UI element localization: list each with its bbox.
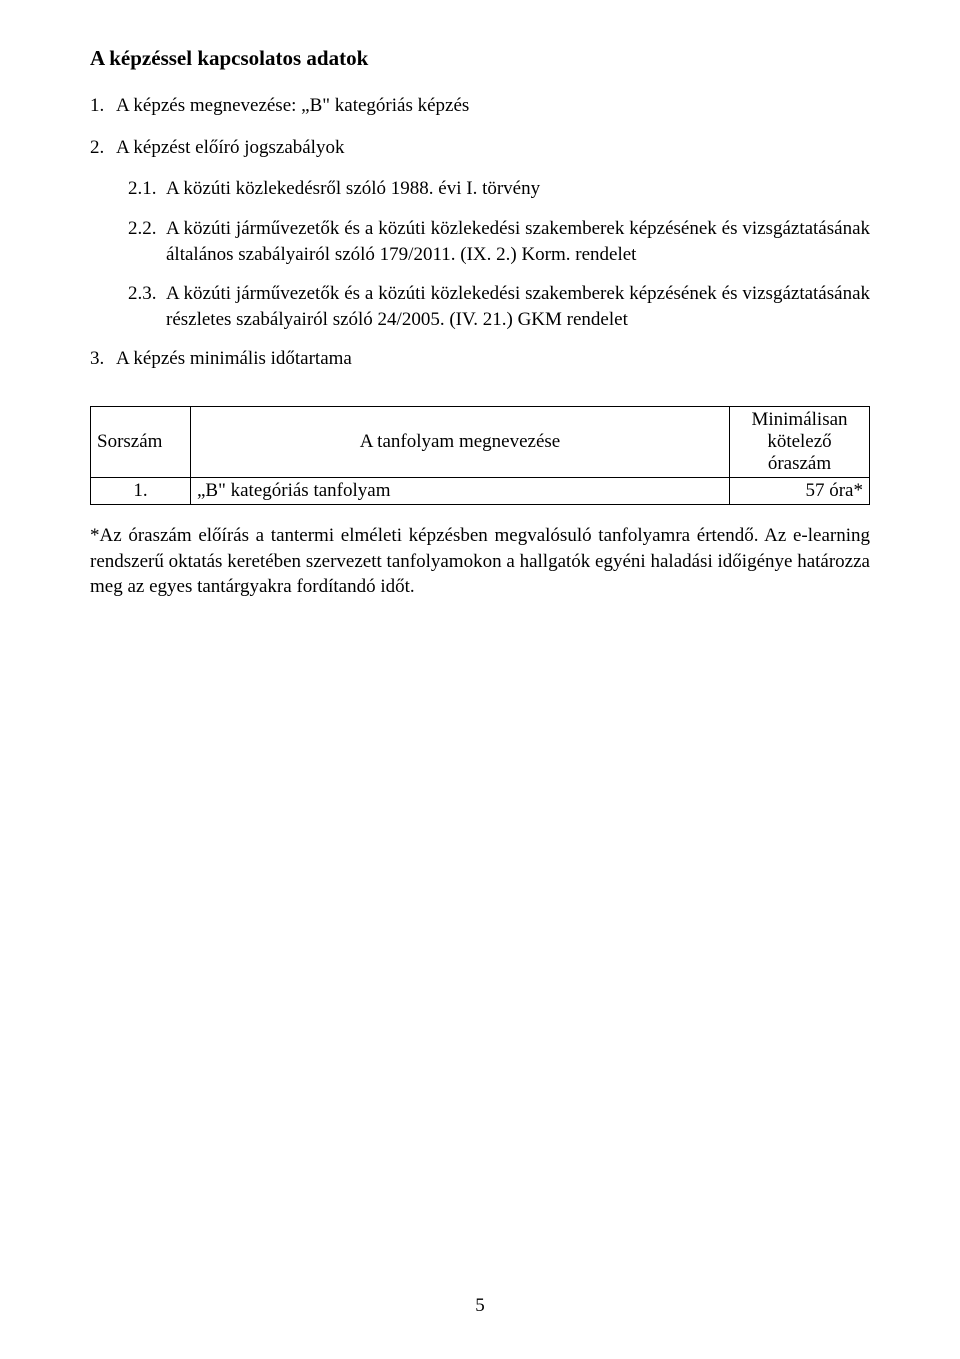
list-number: 2.2. (128, 216, 166, 267)
list-text: A közúti közlekedésről szóló 1988. évi I… (166, 176, 870, 202)
table-cell-hours: 57 óra* (730, 478, 870, 505)
table-header-row: Sorszám A tanfolyam megnevezése Minimáli… (91, 407, 870, 478)
table-header-sorszam: Sorszám (91, 407, 191, 478)
page-number: 5 (0, 1295, 960, 1317)
section-heading: A képzéssel kapcsolatos adatok (90, 46, 870, 71)
course-table: Sorszám A tanfolyam megnevezése Minimáli… (90, 406, 870, 505)
list-item-3: 3. A képzés minimális időtartama (90, 346, 870, 372)
list-number: 2.1. (128, 176, 166, 202)
table-row: 1. „B" kategóriás tanfolyam 57 óra* (91, 478, 870, 505)
list-item-2-3: 2.3. A közúti járművezetők és a közúti k… (128, 281, 870, 332)
list-text: A közúti járművezetők és a közúti közlek… (166, 281, 870, 332)
list-item-2: 2. A képzést előíró jogszabályok (90, 135, 870, 161)
list-text: A képzés minimális időtartama (116, 346, 870, 372)
list-item-2-1: 2.1. A közúti közlekedésről szóló 1988. … (128, 176, 870, 202)
page: A képzéssel kapcsolatos adatok 1. A képz… (0, 0, 960, 1359)
list-item-2-2: 2.2. A közúti járművezetők és a közúti k… (128, 216, 870, 267)
list-number: 3. (90, 346, 116, 372)
list-item-1: 1. A képzés megnevezése: „B" kategóriás … (90, 93, 870, 119)
table-header-hours: Minimálisan kötelező óraszám (730, 407, 870, 478)
footnote: *Az óraszám előírás a tantermi elméleti … (90, 523, 870, 600)
list-text: A képzés megnevezése: „B" kategóriás kép… (116, 93, 870, 119)
list-number: 1. (90, 93, 116, 119)
list-text: A közúti járművezetők és a közúti közlek… (166, 216, 870, 267)
table-header-name: A tanfolyam megnevezése (191, 407, 730, 478)
table-cell-num: 1. (91, 478, 191, 505)
list-text: A képzést előíró jogszabályok (116, 135, 870, 161)
list-number: 2. (90, 135, 116, 161)
list-number: 2.3. (128, 281, 166, 332)
table-cell-name: „B" kategóriás tanfolyam (191, 478, 730, 505)
